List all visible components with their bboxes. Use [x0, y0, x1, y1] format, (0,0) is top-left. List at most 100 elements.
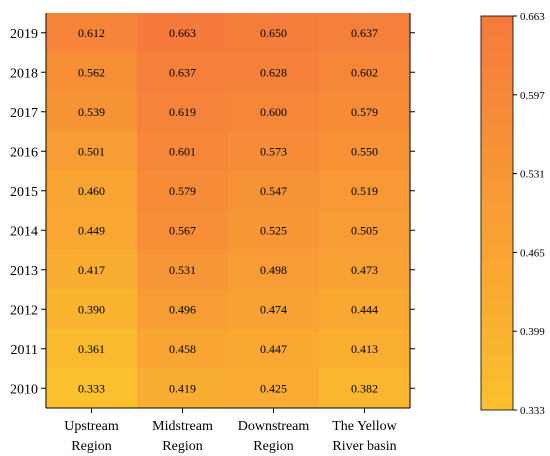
heatmap-cell-value: 0.562: [78, 65, 105, 79]
heatmap-cells: [46, 13, 411, 409]
x-tick-label: Downstream Region: [238, 419, 310, 454]
heatmap-cell: [228, 52, 320, 93]
heatmap-cell: [137, 92, 229, 132]
heatmap-cell-value: 0.637: [351, 26, 378, 40]
heatmap-cell-value: 0.567: [169, 223, 196, 237]
x-tick-label: Upstream Region: [64, 419, 119, 454]
heatmap-cell-value: 0.525: [260, 223, 287, 237]
heatmap-cell: [46, 13, 138, 53]
heatmap-cell-value: 0.612: [78, 26, 105, 40]
heatmap-cell-value: 0.361: [78, 342, 105, 356]
heatmap-cell-value: 0.425: [260, 381, 287, 395]
heatmap-cell: [137, 210, 229, 251]
heatmap-cell: [46, 52, 138, 93]
heatmap-cell-value: 0.458: [169, 342, 196, 356]
y-tick-label: 2018: [10, 66, 38, 81]
y-tick-label: 2010: [10, 382, 38, 397]
heatmap-cell: [46, 289, 138, 330]
heatmap-cell: [228, 92, 320, 132]
heatmap-cell: [46, 250, 138, 290]
heatmap-cell-value: 0.419: [169, 381, 196, 395]
y-tick-label: 2012: [10, 303, 38, 318]
heatmap-cell: [228, 13, 320, 53]
heatmap-cell-value: 0.650: [260, 26, 287, 40]
heatmap-cell: [319, 13, 411, 53]
x-tick-label: The Yellow River basin: [332, 419, 397, 454]
heatmap-cell-value: 0.449: [78, 223, 105, 237]
y-tick-label: 2019: [10, 27, 38, 42]
colorbar-gradient: [480, 15, 514, 411]
heatmap-cell-value: 0.505: [351, 223, 378, 237]
heatmap-cell-value: 0.474: [260, 302, 287, 316]
heatmap-cell-value: 0.619: [169, 105, 196, 119]
colorbar-tick-label: 0.663: [520, 11, 545, 23]
heatmap-cell-value: 0.519: [351, 184, 378, 198]
heatmap-cell-value: 0.602: [351, 65, 378, 79]
heatmap-cell-value: 0.447: [260, 342, 287, 356]
heatmap-cell: [137, 329, 229, 369]
heatmap-cell-value: 0.390: [78, 302, 105, 316]
heatmap-cell: [319, 289, 411, 330]
heatmap-cell-value: 0.637: [169, 65, 196, 79]
heatmap-cell: [137, 52, 229, 93]
heatmap-cell: [228, 210, 320, 251]
heatmap-cell-value: 0.460: [78, 184, 105, 198]
heatmap-cell-value: 0.579: [169, 184, 196, 198]
colorbar-tick-label: 0.465: [520, 247, 545, 259]
heatmap-cell-value: 0.531: [169, 263, 196, 277]
heatmap-cell: [319, 210, 411, 251]
heatmap-cell: [137, 131, 229, 172]
heatmap-axes: 2019 2018 2017 2016 2015 2014 2013 2012 2011 2010…: [10, 13, 415, 454]
heatmap-cell: [46, 329, 138, 369]
heatmap-cell: [137, 171, 229, 211]
y-tick-label: 2015: [10, 185, 38, 200]
heatmap-cell: [137, 13, 229, 53]
heatmap-cell: [46, 210, 138, 251]
x-tick-label: Midstream Region: [152, 419, 213, 454]
heatmap-cell-value: 0.539: [78, 105, 105, 119]
colorbar-tick-label: 0.597: [520, 90, 545, 102]
heatmap-cell-value: 0.382: [351, 381, 378, 395]
heatmap-cell: [228, 250, 320, 290]
colorbar: 0.663 0.597 0.531 0.465 0.399 0.333: [480, 11, 545, 417]
heatmap-cell: [228, 368, 320, 409]
heatmap-cell-value: 0.579: [351, 105, 378, 119]
heatmap-cell-value: 0.473: [351, 263, 378, 277]
heatmap-cell-value: 0.601: [169, 144, 196, 158]
colorbar-tick-label: 0.333: [520, 405, 545, 417]
heatmap-cell: [319, 171, 411, 211]
heatmap-cell-value: 0.444: [351, 302, 378, 316]
heatmap-cell-value: 0.333: [78, 381, 105, 395]
heatmap-cell-value: 0.501: [78, 144, 105, 158]
heatmap-cell: [319, 250, 411, 290]
heatmap-cell: [46, 131, 138, 172]
heatmap-cell: [228, 171, 320, 211]
heatmap-cell-value: 0.600: [260, 105, 287, 119]
heatmap-cell: [319, 131, 411, 172]
heatmap-cell: [228, 289, 320, 330]
heatmap-cell: [228, 329, 320, 369]
heatmap-cell-value: 0.417: [78, 263, 105, 277]
heatmap-cell: [46, 368, 138, 409]
heatmap-cell-value: 0.496: [169, 302, 196, 316]
y-tick-label: 2016: [10, 145, 38, 160]
heatmap-cell-value: 0.573: [260, 144, 287, 158]
y-tick-label: 2017: [10, 106, 38, 121]
y-tick-label: 2014: [10, 224, 38, 239]
heatmap-cell: [319, 52, 411, 93]
heatmap-cell-value: 0.413: [351, 342, 378, 356]
heatmap-cell: [137, 368, 229, 409]
heatmap-cell: [319, 92, 411, 132]
heatmap-cell: [46, 92, 138, 132]
heatmap-cell: [137, 250, 229, 290]
heatmap-cell: [46, 171, 138, 211]
colorbar-tick-label: 0.399: [520, 326, 545, 338]
colorbar-tick-label: 0.531: [520, 169, 545, 181]
heatmap-cell-labels: 0.612 0.663 0.650 0.637 0.562 0.637 0.628 0.602…: [78, 26, 378, 396]
heatmap-cell: [319, 329, 411, 369]
heatmap-cell-value: 0.547: [260, 184, 287, 198]
heatmap-cell-value: 0.550: [351, 144, 378, 158]
heatmap-cell: [137, 289, 229, 330]
heatmap-cell: [228, 131, 320, 172]
